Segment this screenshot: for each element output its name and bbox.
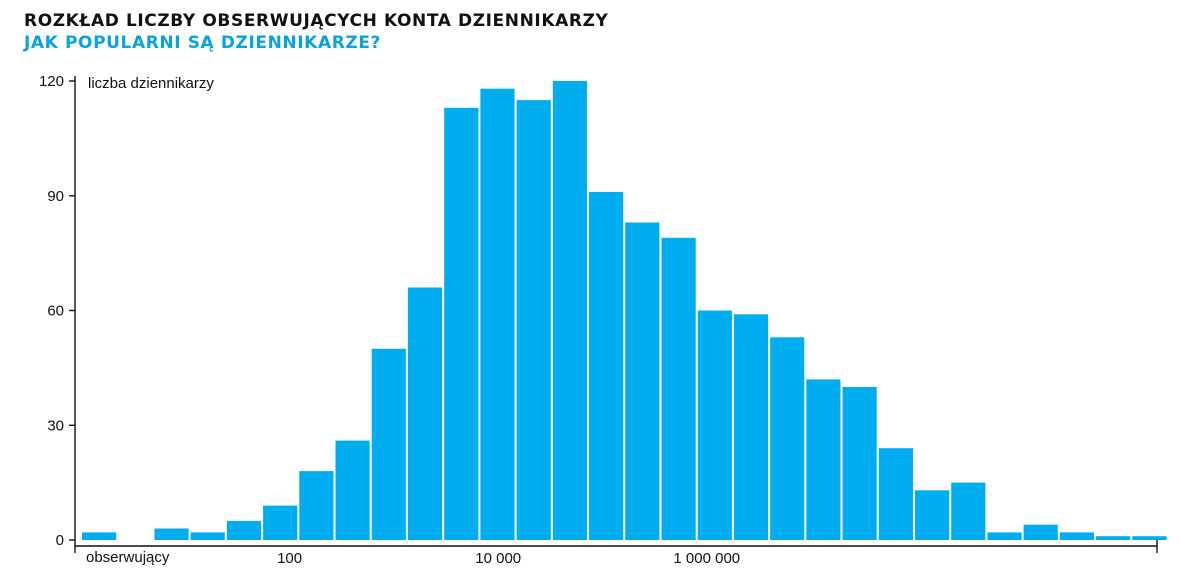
y-axis-label: liczba dziennikarzy (88, 75, 214, 92)
y-ticks-group: 0 30 60 90 120 (39, 73, 75, 549)
histogram-bar (1023, 524, 1058, 540)
histogram-bar (154, 528, 189, 540)
histogram-bar (516, 100, 551, 540)
histogram-bar (407, 287, 443, 540)
histogram-bar (878, 448, 913, 540)
histogram-bar (371, 348, 406, 541)
histogram-bar (480, 88, 515, 540)
histogram-bar (806, 379, 841, 540)
y-tick-label: 0 (56, 532, 64, 549)
histogram-bar (589, 191, 624, 540)
x-tick-label: 1 000 000 (673, 550, 740, 567)
chart-title: ROZKŁAD LICZBY OBSERWUJĄCYCH KONTA DZIEN… (24, 11, 609, 31)
x-tick-label: 100 (277, 550, 302, 567)
histogram-bar (1132, 536, 1167, 540)
histogram-bar (842, 387, 877, 540)
histogram-bar (226, 520, 262, 540)
chart-subtitle: JAK POPULARNI SĄ DZIENNIKARZE? (24, 33, 381, 53)
histogram-bar (661, 237, 696, 541)
x-tick-label: 10 000 (475, 550, 521, 567)
histogram-bar (987, 532, 1022, 540)
histogram-bar (444, 107, 479, 541)
histogram-bar (770, 337, 805, 540)
y-tick-label: 30 (47, 417, 64, 434)
x-axis-label: obserwujący (86, 549, 170, 566)
histogram-bar (335, 440, 370, 540)
histogram-bar (1059, 532, 1094, 540)
y-tick-label: 60 (47, 303, 64, 320)
histogram-bar (951, 482, 986, 540)
histogram-bar (915, 490, 950, 540)
histogram-bar (82, 532, 117, 540)
y-tick-label: 120 (39, 73, 64, 90)
x-ticks-group: 100 10 000 1 000 000 (277, 550, 740, 567)
y-tick-label: 90 (47, 188, 64, 205)
histogram-bar (263, 505, 298, 540)
bars-group (82, 81, 1167, 541)
histogram-bar (733, 314, 769, 540)
histogram-bar (1096, 536, 1131, 540)
histogram-bar (299, 471, 334, 540)
histogram-bar (190, 532, 225, 540)
histogram-bar (552, 81, 587, 540)
histogram-bar (697, 310, 732, 540)
histogram-bar (625, 222, 660, 540)
